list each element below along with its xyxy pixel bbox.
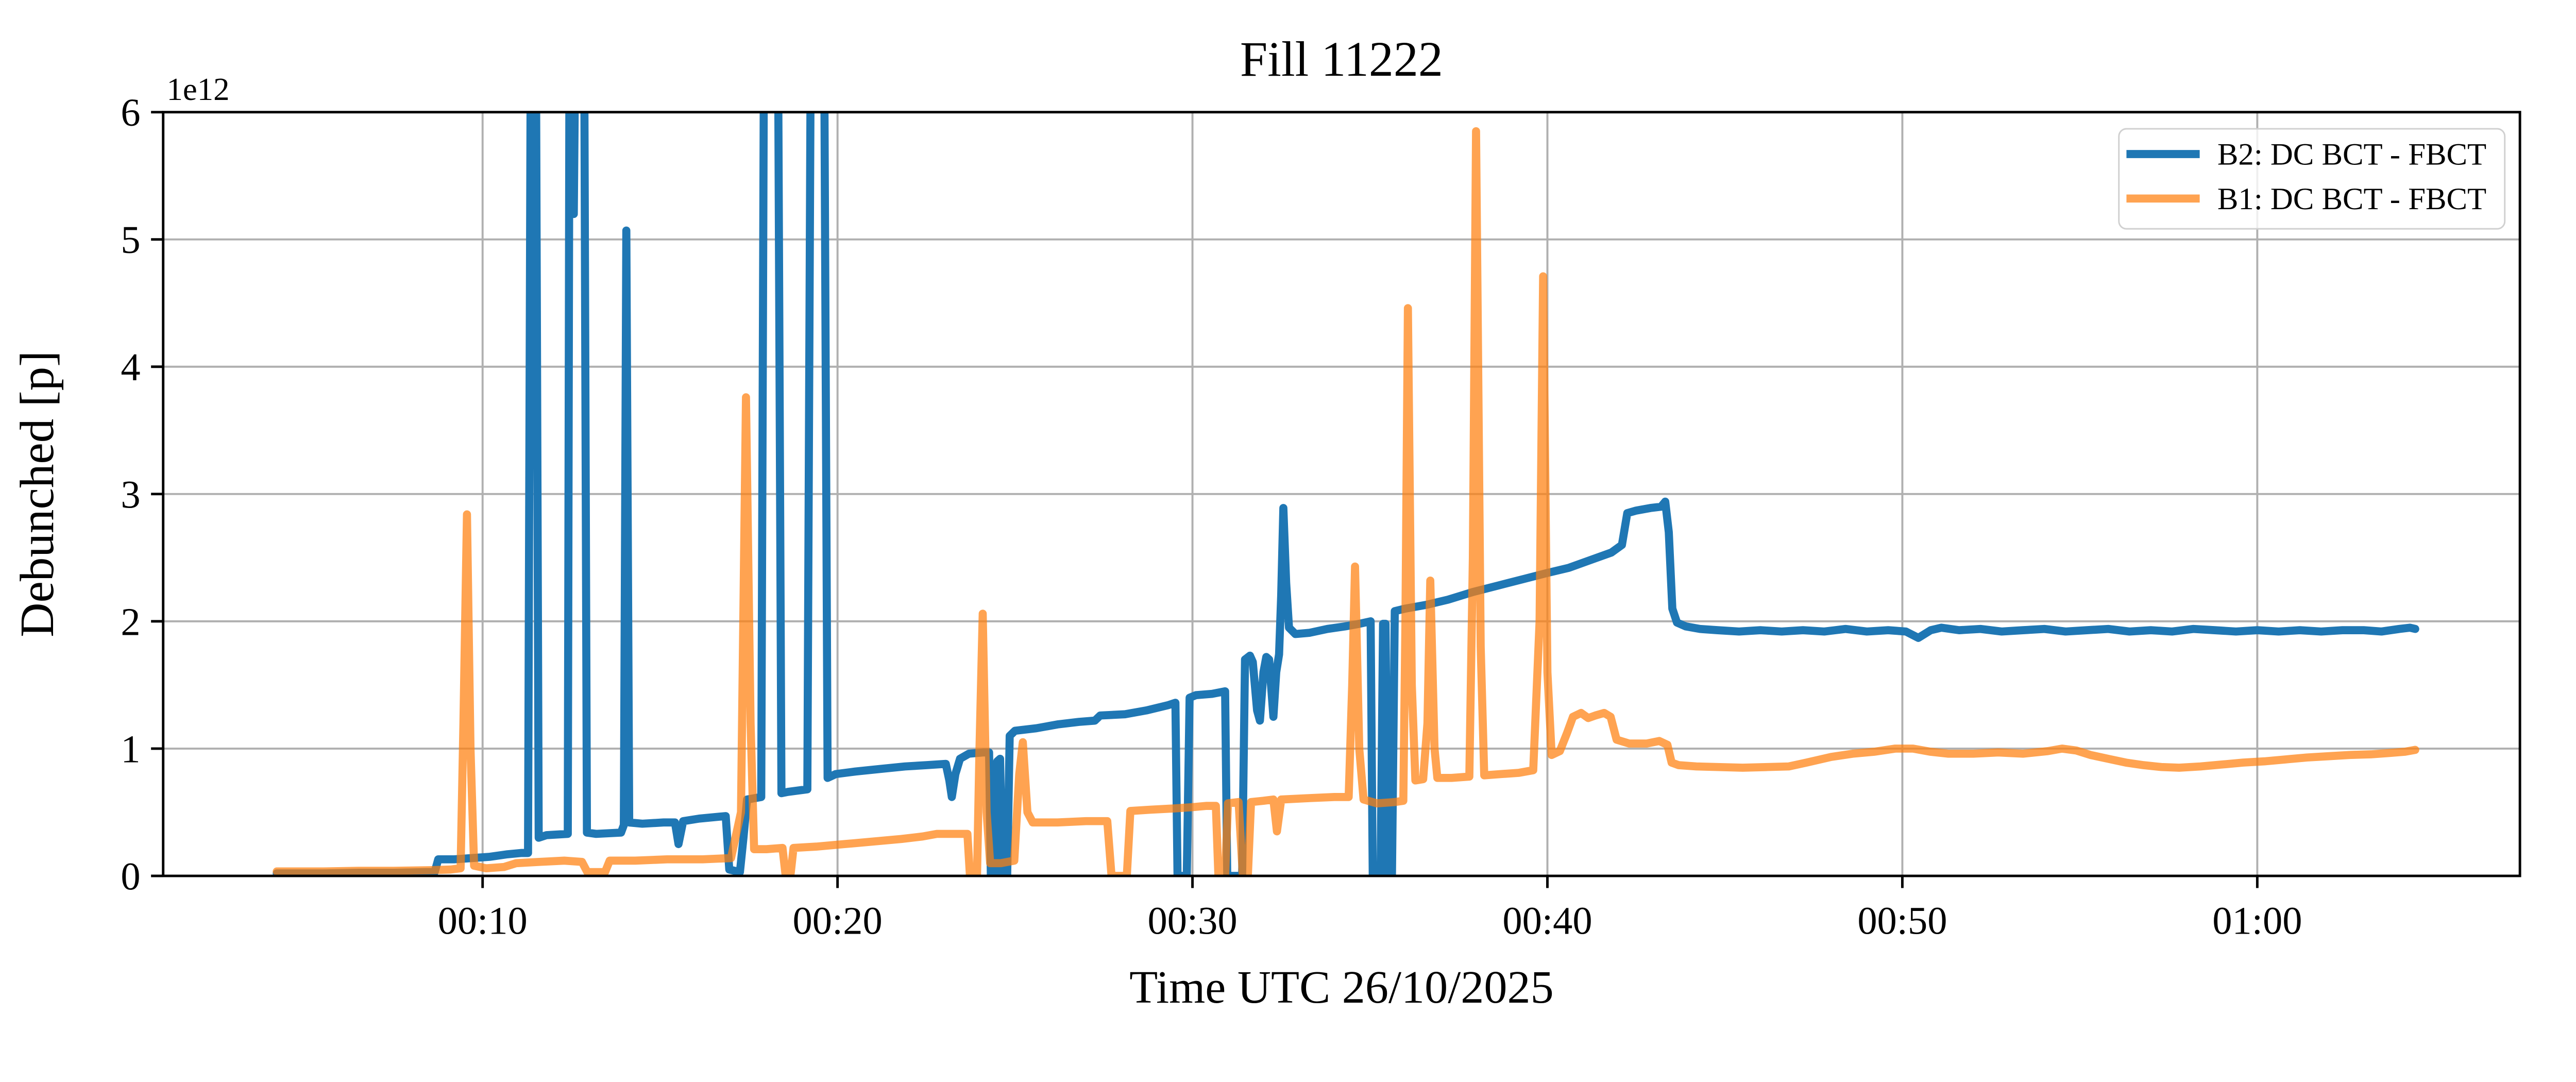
y-tick-label: 6 xyxy=(121,91,140,134)
legend-label-b2: B2: DC BCT - FBCT xyxy=(2217,138,2486,172)
tick-labels: 00:10 00:20 00:30 00:40 00:50 01:00 0 1 2 3 4 5 6 xyxy=(121,91,2302,943)
data-series xyxy=(273,112,2419,876)
legend-box xyxy=(2118,128,2506,230)
series-line-b2 xyxy=(273,112,2419,876)
tick-marks xyxy=(151,111,2259,888)
y-axis-offset-text: 1e12 xyxy=(167,71,230,107)
gridlines xyxy=(163,112,2520,876)
x-tick-label: 00:10 xyxy=(438,899,528,943)
y-tick-label: 3 xyxy=(121,472,140,516)
y-tick-label: 0 xyxy=(121,854,140,898)
x-tick-label: 01:00 xyxy=(2212,899,2302,943)
legend: B2: DC BCT - FBCT B1: DC BCT - FBCT xyxy=(2118,128,2506,230)
legend-label-b1: B1: DC BCT - FBCT xyxy=(2217,182,2486,216)
series-line-b1 xyxy=(273,127,2419,876)
y-axis-label: Debunched [p] xyxy=(11,351,64,637)
x-tick-label: 00:40 xyxy=(1502,899,1592,943)
y-tick-label: 5 xyxy=(121,218,140,262)
x-tick-label: 00:30 xyxy=(1147,899,1237,943)
y-tick-label: 1 xyxy=(121,727,140,771)
chart-title: Fill 11222 xyxy=(1240,31,1443,87)
x-tick-label: 00:20 xyxy=(793,899,883,943)
x-axis-label: Time UTC 26/10/2025 xyxy=(1129,961,1554,1013)
y-tick-label: 4 xyxy=(121,345,140,389)
x-tick-label: 00:50 xyxy=(1857,899,1947,943)
y-tick-label: 2 xyxy=(121,600,140,644)
